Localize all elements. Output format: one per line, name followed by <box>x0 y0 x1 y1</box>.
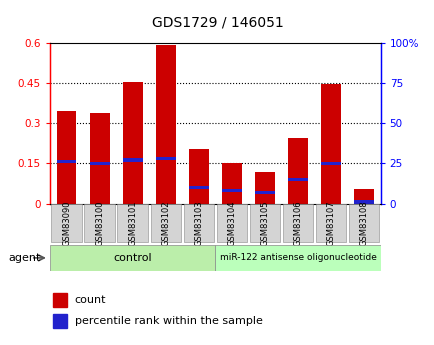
Bar <box>353 189 373 204</box>
Text: GSM83104: GSM83104 <box>227 201 236 246</box>
Text: GSM83106: GSM83106 <box>293 200 302 246</box>
FancyBboxPatch shape <box>51 204 82 243</box>
Bar <box>89 112 109 204</box>
FancyBboxPatch shape <box>150 204 181 243</box>
Bar <box>53 314 66 328</box>
Text: miR-122 antisense oligonucleotide: miR-122 antisense oligonucleotide <box>219 253 375 263</box>
FancyBboxPatch shape <box>183 204 214 243</box>
Bar <box>56 111 76 204</box>
FancyBboxPatch shape <box>282 204 312 243</box>
Bar <box>287 138 307 204</box>
Text: percentile rank within the sample: percentile rank within the sample <box>75 316 262 326</box>
Bar <box>155 157 175 160</box>
FancyBboxPatch shape <box>215 245 380 271</box>
Text: agent: agent <box>9 253 41 263</box>
FancyBboxPatch shape <box>117 204 148 243</box>
Text: GSM83103: GSM83103 <box>194 200 203 246</box>
Bar <box>56 160 76 163</box>
Text: control: control <box>113 253 151 263</box>
FancyBboxPatch shape <box>348 204 378 243</box>
Text: GDS1729 / 146051: GDS1729 / 146051 <box>151 16 283 30</box>
Bar <box>353 200 373 204</box>
Bar <box>221 162 241 204</box>
Text: GSM83102: GSM83102 <box>161 201 170 246</box>
Bar <box>188 149 208 204</box>
Bar <box>254 172 274 204</box>
Text: GSM83100: GSM83100 <box>95 201 104 246</box>
Text: GSM83107: GSM83107 <box>326 200 335 246</box>
Text: GSM83105: GSM83105 <box>260 201 269 246</box>
Bar <box>188 186 208 189</box>
FancyBboxPatch shape <box>50 245 215 271</box>
Text: GSM83101: GSM83101 <box>128 201 137 246</box>
Bar <box>53 293 66 307</box>
Bar <box>122 82 142 204</box>
Bar <box>320 162 340 165</box>
FancyBboxPatch shape <box>216 204 247 243</box>
Bar <box>155 45 175 204</box>
Text: GSM83108: GSM83108 <box>359 200 368 246</box>
Bar <box>287 178 307 181</box>
FancyBboxPatch shape <box>315 204 345 243</box>
FancyBboxPatch shape <box>84 204 115 243</box>
Bar <box>254 190 274 194</box>
Bar <box>122 158 142 162</box>
Bar <box>89 162 109 165</box>
Text: count: count <box>75 295 106 305</box>
Text: GSM83090: GSM83090 <box>62 201 71 246</box>
Bar <box>320 84 340 204</box>
FancyBboxPatch shape <box>249 204 279 243</box>
Bar <box>221 189 241 193</box>
